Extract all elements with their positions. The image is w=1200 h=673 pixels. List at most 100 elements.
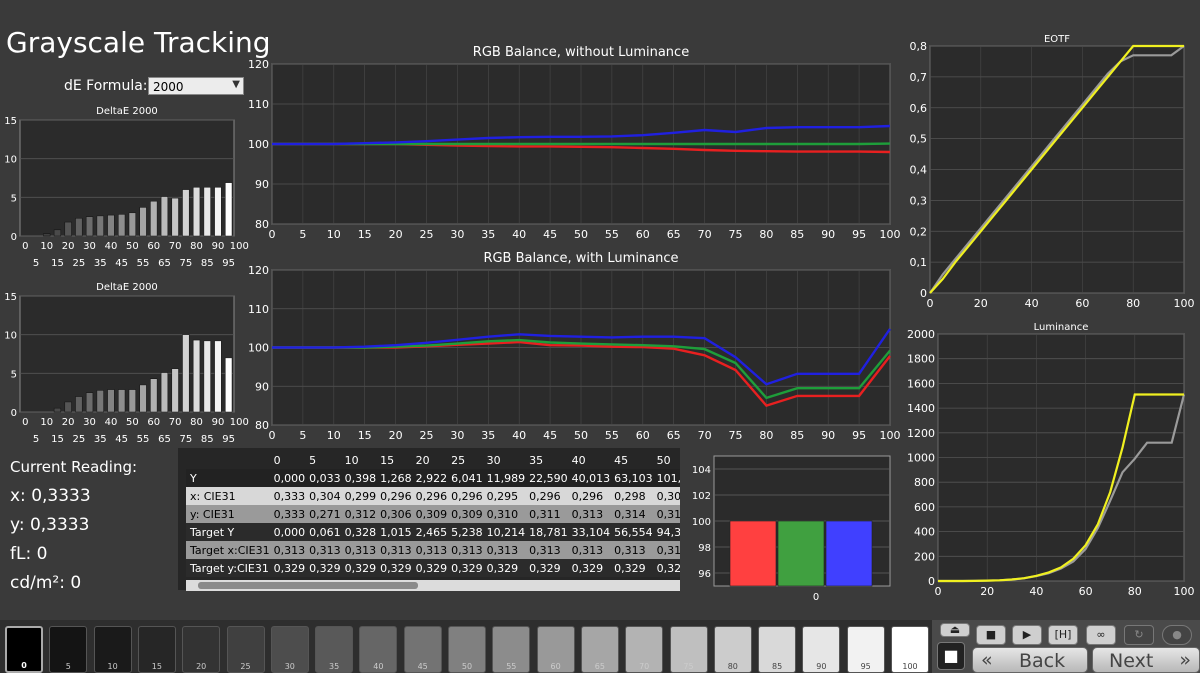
deltae-bar <box>160 372 169 413</box>
gray-swatch-10[interactable]: 10 <box>93 626 132 673</box>
deltae-bar <box>75 396 83 413</box>
swatch-label: 55 <box>506 662 517 671</box>
deltae-bar <box>64 401 72 413</box>
series-line-2 <box>272 328 891 386</box>
stop-icon[interactable]: ■ <box>976 625 1006 645</box>
de-formula-select[interactable]: 2000 ▼ <box>148 77 244 95</box>
measure-icon[interactable]: [H] <box>1048 625 1078 645</box>
refresh-icon[interactable]: ↻ <box>1124 625 1154 645</box>
settings-icon[interactable]: ● <box>1162 625 1192 645</box>
table-cell: 0,313 <box>340 541 377 559</box>
gray-swatch-15[interactable]: 15 <box>137 626 176 673</box>
y-tick-label: 2000 <box>907 328 935 341</box>
x-tick-label: 100 <box>1174 585 1195 598</box>
stop-square-icon[interactable]: ■ <box>937 642 965 670</box>
table-cell: 0,313 <box>610 541 653 559</box>
gray-swatch-25[interactable]: 25 <box>226 626 265 673</box>
x-tick-label: 95 <box>222 258 235 269</box>
swatch-label: 0 <box>21 661 27 670</box>
x-tick-label: 45 <box>543 429 557 442</box>
back-button[interactable]: « Back <box>972 647 1088 673</box>
table-cell: 0,329 <box>525 559 568 577</box>
table-row: x: CIE31 0,333 0,304 0,299 0,296 0,296 0,296 0,… <box>186 487 680 505</box>
gray-swatch-40[interactable]: 40 <box>359 626 398 673</box>
y-tick-label: 80 <box>255 218 269 231</box>
deltae-bar <box>171 368 179 413</box>
x-tick-label: 100 <box>230 241 249 252</box>
gray-swatch-75[interactable]: 75 <box>669 626 708 673</box>
table-row-label: Target x:CIE31 <box>186 541 270 559</box>
x-tick-label: 80 <box>759 228 773 241</box>
gray-swatch-55[interactable]: 55 <box>492 626 531 673</box>
x-tick-label: 70 <box>698 429 712 442</box>
deltae-bar <box>150 200 158 237</box>
x-tick-label: 75 <box>179 258 192 269</box>
table-cell: 0,296 <box>447 487 483 505</box>
gray-swatch-85[interactable]: 85 <box>758 626 797 673</box>
next-button[interactable]: Next » <box>1092 647 1200 673</box>
gray-swatch-100[interactable]: 100 <box>891 626 929 673</box>
table-cell: 0,296 <box>411 487 448 505</box>
series-line-1 <box>938 393 1184 583</box>
x-tick-label: 70 <box>169 417 182 428</box>
x-tick-label: 100 <box>880 429 901 442</box>
gray-swatch-70[interactable]: 70 <box>625 626 664 673</box>
y-tick-label: 110 <box>248 98 269 111</box>
x-tick-label: 55 <box>605 228 619 241</box>
chart-title: RGB Balance, with Luminance <box>483 251 678 266</box>
scrollbar-thumb[interactable] <box>198 582 418 589</box>
swatch-label: 5 <box>65 662 71 671</box>
deltae-bar <box>214 187 222 237</box>
table-row: Y 0,000 0,033 0,398 1,268 2,922 6,041 11,989 22,… <box>186 469 680 487</box>
rgb-bar-0 <box>729 520 777 587</box>
gray-swatch-5[interactable]: 5 <box>49 626 88 673</box>
play-icon[interactable]: ▶ <box>1012 625 1042 645</box>
gray-swatch-30[interactable]: 30 <box>270 626 309 673</box>
rgb-bar-1 <box>777 520 825 587</box>
series-line-1 <box>929 44 1184 294</box>
gray-swatch-35[interactable]: 35 <box>315 626 354 673</box>
gray-swatch-80[interactable]: 80 <box>713 626 752 673</box>
table-cell: 0,306 <box>376 505 412 523</box>
double-chevron-left-icon: « <box>981 649 993 671</box>
continuous-icon[interactable]: ∞ <box>1086 625 1116 645</box>
y-tick-label: 1400 <box>907 402 935 415</box>
y-tick-label: 102 <box>692 491 711 502</box>
swatch-label: 85 <box>772 662 783 671</box>
deltae-bar <box>53 407 62 413</box>
table-cell: 22,590 <box>525 469 568 487</box>
x-tick-label: 75 <box>729 429 743 442</box>
deltae-bar <box>128 389 136 413</box>
table-cell: 5,238 <box>447 523 483 541</box>
x-tick-label: 70 <box>169 241 182 252</box>
table-row-label: y: CIE31 <box>186 505 270 523</box>
gray-swatch-65[interactable]: 65 <box>580 626 619 673</box>
gray-swatch-45[interactable]: 45 <box>403 626 442 673</box>
gray-swatch-90[interactable]: 90 <box>802 626 841 673</box>
table-cell: 0,333 <box>269 505 306 523</box>
gray-swatch-50[interactable]: 50 <box>448 626 486 673</box>
reading-y: y: 0,3333 <box>10 515 90 535</box>
table-cell: 0,296 <box>525 487 568 505</box>
eject-icon[interactable]: ⏏ <box>940 623 970 637</box>
gray-swatch-0[interactable]: 0 <box>5 626 43 673</box>
table-cell: 0,398 <box>340 469 377 487</box>
x-tick-label: 55 <box>137 434 150 445</box>
deltae-bar <box>118 389 126 413</box>
table-cell: 0,313 <box>525 541 568 559</box>
table-horizontal-scrollbar[interactable] <box>186 580 680 591</box>
x-tick-label: 55 <box>137 258 150 269</box>
chart-title: Luminance <box>1034 322 1089 333</box>
current-reading-panel: Current Reading: x: 0,3333 y: 0,3333 fL:… <box>10 458 137 602</box>
gray-swatch-95[interactable]: 95 <box>846 626 885 673</box>
gray-swatch-60[interactable]: 60 <box>536 626 575 673</box>
table-cell: 63,103 <box>610 469 653 487</box>
y-tick-label: 90 <box>255 178 269 191</box>
x-tick-label: 45 <box>115 258 128 269</box>
table-column-header: 10 <box>340 451 377 469</box>
deltae-bar <box>225 182 233 237</box>
x-tick-label: 30 <box>83 417 96 428</box>
x-tick-label: 5 <box>299 228 306 241</box>
gray-swatch-20[interactable]: 20 <box>182 626 221 673</box>
x-tick-label: 0 <box>22 417 28 428</box>
